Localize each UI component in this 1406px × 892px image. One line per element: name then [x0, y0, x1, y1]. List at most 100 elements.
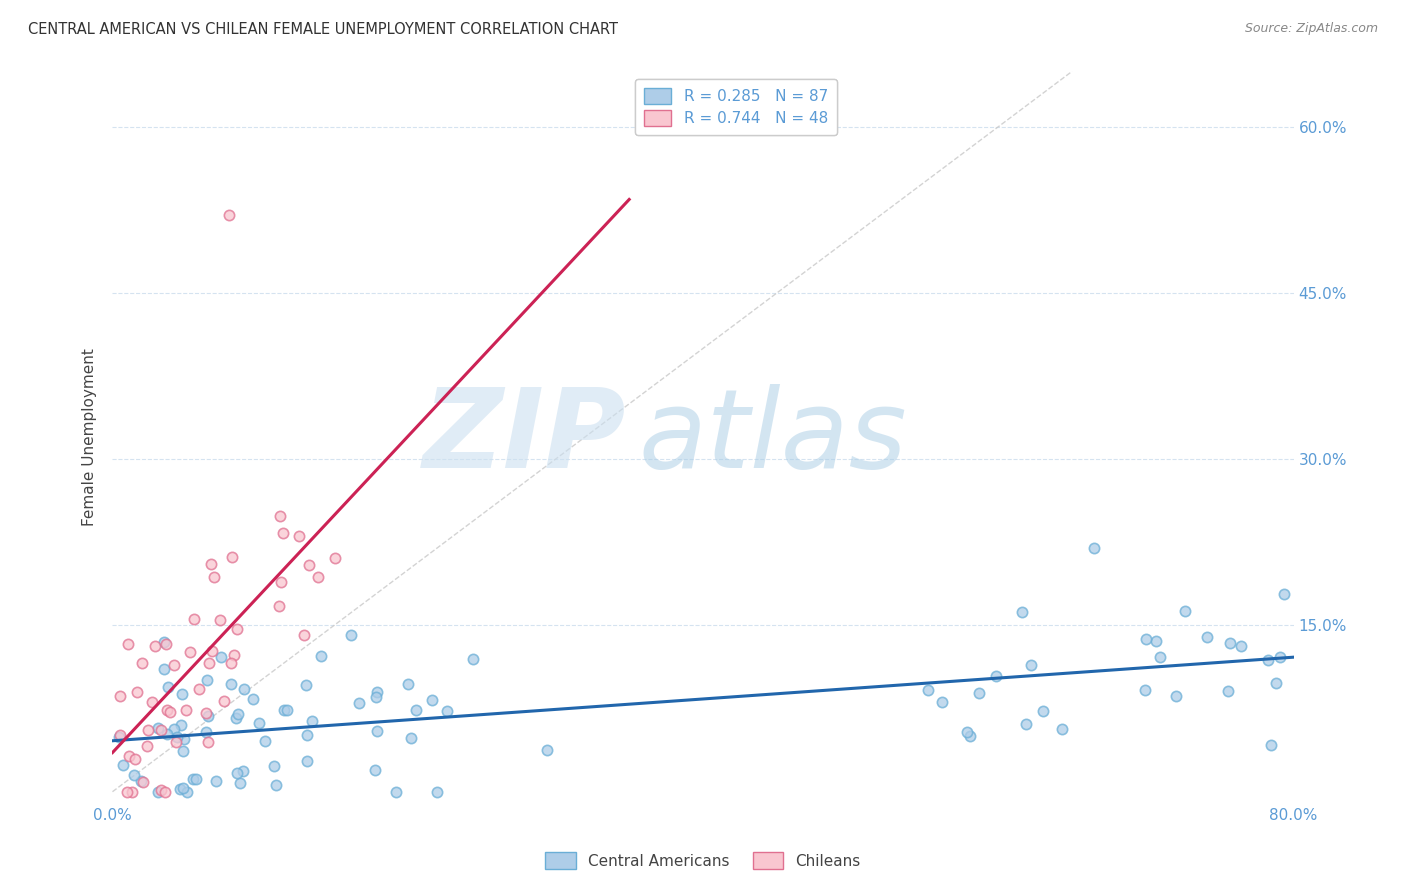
Point	[124, 752, 146, 766]
Point	[1011, 605, 1033, 619]
Point	[129, 774, 152, 789]
Point	[264, 778, 287, 792]
Point	[112, 758, 135, 772]
Point	[229, 776, 252, 790]
Point	[309, 649, 332, 664]
Point	[364, 763, 387, 777]
Point	[225, 765, 247, 780]
Point	[195, 706, 218, 721]
Point	[172, 744, 194, 758]
Point	[212, 694, 235, 708]
Point	[146, 785, 169, 799]
Point	[155, 637, 177, 651]
Point	[117, 637, 139, 651]
Point	[136, 723, 159, 738]
Point	[188, 681, 211, 696]
Point	[143, 639, 166, 653]
Point	[254, 734, 277, 748]
Point	[221, 677, 243, 691]
Point	[209, 649, 232, 664]
Point	[202, 570, 225, 584]
Point	[1135, 632, 1157, 646]
Point	[172, 781, 194, 796]
Point	[152, 634, 174, 648]
Point	[200, 644, 222, 658]
Point	[1270, 649, 1292, 664]
Point	[1216, 684, 1239, 698]
Point	[1135, 683, 1157, 698]
Point	[426, 785, 449, 799]
Point	[107, 730, 129, 744]
Point	[209, 613, 232, 627]
Point	[221, 549, 243, 564]
Point	[267, 599, 290, 614]
Point	[307, 570, 329, 584]
Point	[108, 728, 131, 742]
Legend: Central Americans, Chileans: Central Americans, Chileans	[540, 846, 866, 875]
Point	[204, 774, 226, 789]
Point	[1265, 675, 1288, 690]
Point	[396, 677, 419, 691]
Point	[292, 627, 315, 641]
Point	[1083, 541, 1105, 555]
Y-axis label: Female Unemployment: Female Unemployment	[82, 348, 97, 526]
Point	[984, 669, 1007, 683]
Point	[156, 703, 179, 717]
Point	[169, 782, 191, 797]
Point	[1149, 650, 1171, 665]
Point	[226, 706, 249, 721]
Point	[295, 754, 318, 768]
Point	[295, 727, 318, 741]
Point	[172, 687, 194, 701]
Point	[183, 612, 205, 626]
Point	[366, 723, 388, 738]
Point	[247, 716, 270, 731]
Point	[136, 739, 159, 753]
Point	[1144, 634, 1167, 648]
Point	[153, 662, 176, 676]
Point	[218, 209, 240, 223]
Point	[176, 785, 198, 799]
Point	[163, 658, 186, 673]
Point	[1019, 658, 1042, 673]
Point	[125, 685, 148, 699]
Point	[170, 717, 193, 731]
Point	[366, 684, 388, 698]
Point	[1174, 604, 1197, 618]
Point	[420, 692, 443, 706]
Point	[155, 727, 177, 741]
Point	[197, 709, 219, 723]
Point	[325, 550, 347, 565]
Point	[269, 509, 291, 524]
Point	[198, 656, 221, 670]
Point	[1015, 716, 1038, 731]
Point	[1230, 639, 1253, 653]
Point	[1257, 653, 1279, 667]
Point	[200, 558, 222, 572]
Point	[131, 657, 153, 671]
Point	[157, 680, 180, 694]
Point	[263, 758, 285, 772]
Point	[298, 558, 321, 573]
Point	[436, 704, 458, 718]
Point	[166, 730, 188, 744]
Point	[273, 703, 295, 717]
Point	[194, 725, 217, 739]
Point	[1260, 738, 1282, 752]
Point	[195, 673, 218, 688]
Point	[163, 723, 186, 737]
Point	[301, 714, 323, 728]
Point	[1050, 722, 1073, 736]
Point	[1032, 704, 1054, 718]
Point	[132, 775, 155, 789]
Point	[118, 748, 141, 763]
Point	[463, 652, 485, 666]
Point	[174, 703, 197, 717]
Point	[270, 574, 292, 589]
Point	[197, 735, 219, 749]
Text: Source: ZipAtlas.com: Source: ZipAtlas.com	[1244, 22, 1378, 36]
Point	[967, 685, 990, 699]
Point	[294, 678, 316, 692]
Text: atlas: atlas	[638, 384, 907, 491]
Point	[159, 706, 181, 720]
